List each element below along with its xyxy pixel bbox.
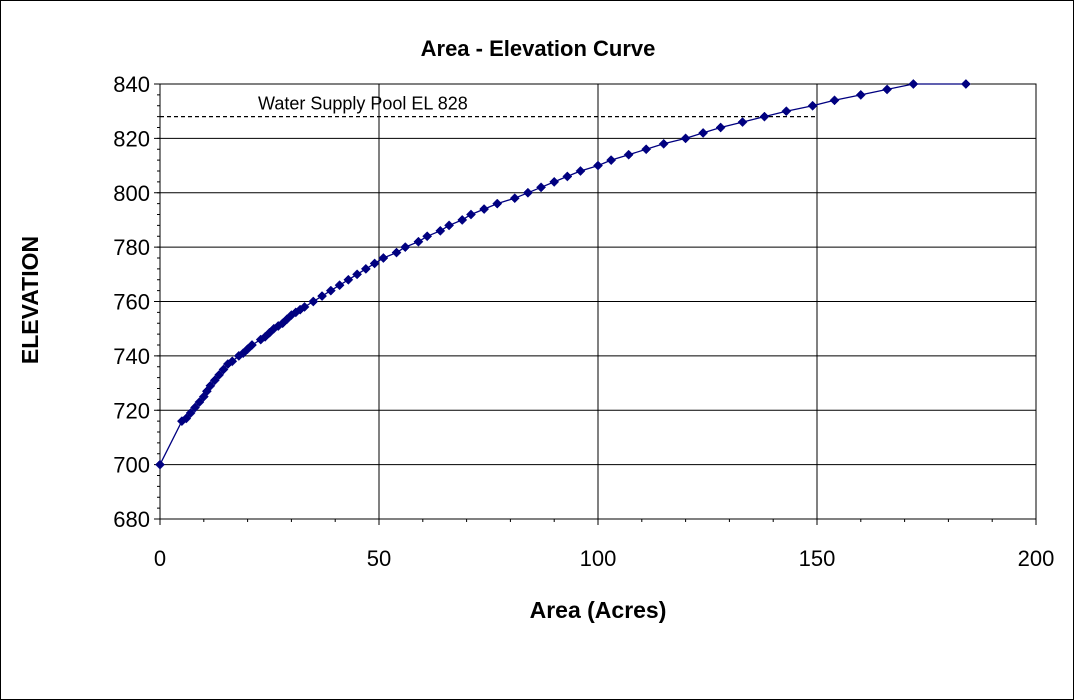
- data-point-marker: [479, 204, 490, 215]
- x-axis-title: Area (Acres): [530, 597, 667, 623]
- data-point-marker: [369, 258, 380, 269]
- x-tick-label: 200: [1018, 546, 1055, 571]
- x-tick-label: 150: [799, 546, 836, 571]
- data-point-marker: [658, 138, 669, 149]
- data-point-marker: [227, 356, 238, 367]
- data-point-marker: [641, 144, 652, 155]
- data-point-marker: [422, 231, 433, 242]
- data-point-marker: [457, 214, 468, 225]
- y-tick-label: 800: [113, 181, 150, 206]
- area-elevation-chart: Area - Elevation Curve Area (Acres) ELEV…: [17, 36, 1054, 623]
- y-tick-label: 780: [113, 235, 150, 260]
- data-point-marker: [623, 149, 634, 160]
- axes: 680 700 720 740 760 780 800 820 840 0 50 100 150 200: [113, 72, 1054, 571]
- data-point-marker: [575, 166, 586, 176]
- data-point-marker: [466, 209, 476, 220]
- data-point-marker: [737, 117, 748, 128]
- data-point-marker: [960, 79, 971, 89]
- data-point-marker: [155, 459, 165, 470]
- data-point-marker: [334, 280, 345, 291]
- data-point-marker: [247, 340, 257, 350]
- data-point-marker: [209, 375, 220, 386]
- water-supply-pool-label: Water Supply Pool EL 828: [258, 94, 468, 114]
- data-point-marker: [562, 171, 573, 182]
- y-tick-label: 680: [113, 507, 150, 532]
- data-point-marker: [214, 369, 225, 380]
- data-point-marker: [343, 274, 354, 285]
- data-point-marker: [360, 263, 371, 274]
- data-point-marker: [444, 220, 455, 231]
- data-point-marker: [593, 160, 603, 171]
- data-point-marker: [536, 182, 547, 193]
- series-line: [159, 83, 966, 465]
- data-point-marker: [549, 176, 560, 187]
- x-tick-label: 0: [154, 546, 166, 571]
- y-tick-label: 720: [113, 398, 150, 423]
- data-point-marker: [492, 198, 503, 209]
- y-tick-label: 760: [113, 290, 150, 315]
- data-point-marker: [606, 155, 617, 166]
- data-point-marker: [855, 89, 866, 100]
- data-point-marker: [698, 127, 709, 138]
- y-tick-label: 820: [113, 126, 150, 151]
- data-point-marker: [185, 408, 196, 418]
- data-point-marker: [378, 253, 389, 263]
- data-point-marker: [218, 364, 229, 375]
- chart-title: Area - Elevation Curve: [421, 36, 656, 61]
- data-point-marker: [680, 133, 691, 144]
- annotation-layer: Water Supply Pool EL 828: [160, 94, 817, 118]
- data-point-marker: [829, 95, 840, 106]
- data-point-marker: [759, 111, 770, 122]
- data-point-marker: [807, 100, 818, 111]
- data-point-marker: [391, 247, 402, 258]
- data-point-marker: [194, 397, 205, 408]
- data-point-marker: [413, 236, 424, 247]
- data-point-marker: [435, 225, 446, 236]
- data-point-marker: [781, 106, 792, 117]
- data-point-marker: [190, 402, 200, 413]
- data-point-marker: [317, 291, 328, 302]
- data-point-marker: [509, 193, 520, 204]
- series-layer: [155, 79, 971, 470]
- data-point-marker: [325, 285, 336, 296]
- data-point-marker: [882, 84, 893, 95]
- y-tick-label: 840: [113, 72, 150, 97]
- x-tick-label: 50: [367, 546, 391, 571]
- data-point-marker: [308, 296, 319, 307]
- data-point-marker: [522, 187, 533, 198]
- data-point-marker: [715, 122, 726, 133]
- data-point-marker: [205, 380, 216, 391]
- y-axis-title: ELEVATION: [17, 236, 43, 364]
- y-tick-label: 740: [113, 344, 150, 369]
- x-tick-label: 100: [580, 546, 617, 571]
- data-point-marker: [400, 242, 411, 253]
- gridlines: [159, 83, 1037, 520]
- y-tick-label: 700: [113, 453, 150, 478]
- data-point-marker: [181, 413, 192, 424]
- data-point-marker: [299, 301, 310, 312]
- data-point-marker: [352, 269, 363, 280]
- data-point-marker: [908, 79, 919, 89]
